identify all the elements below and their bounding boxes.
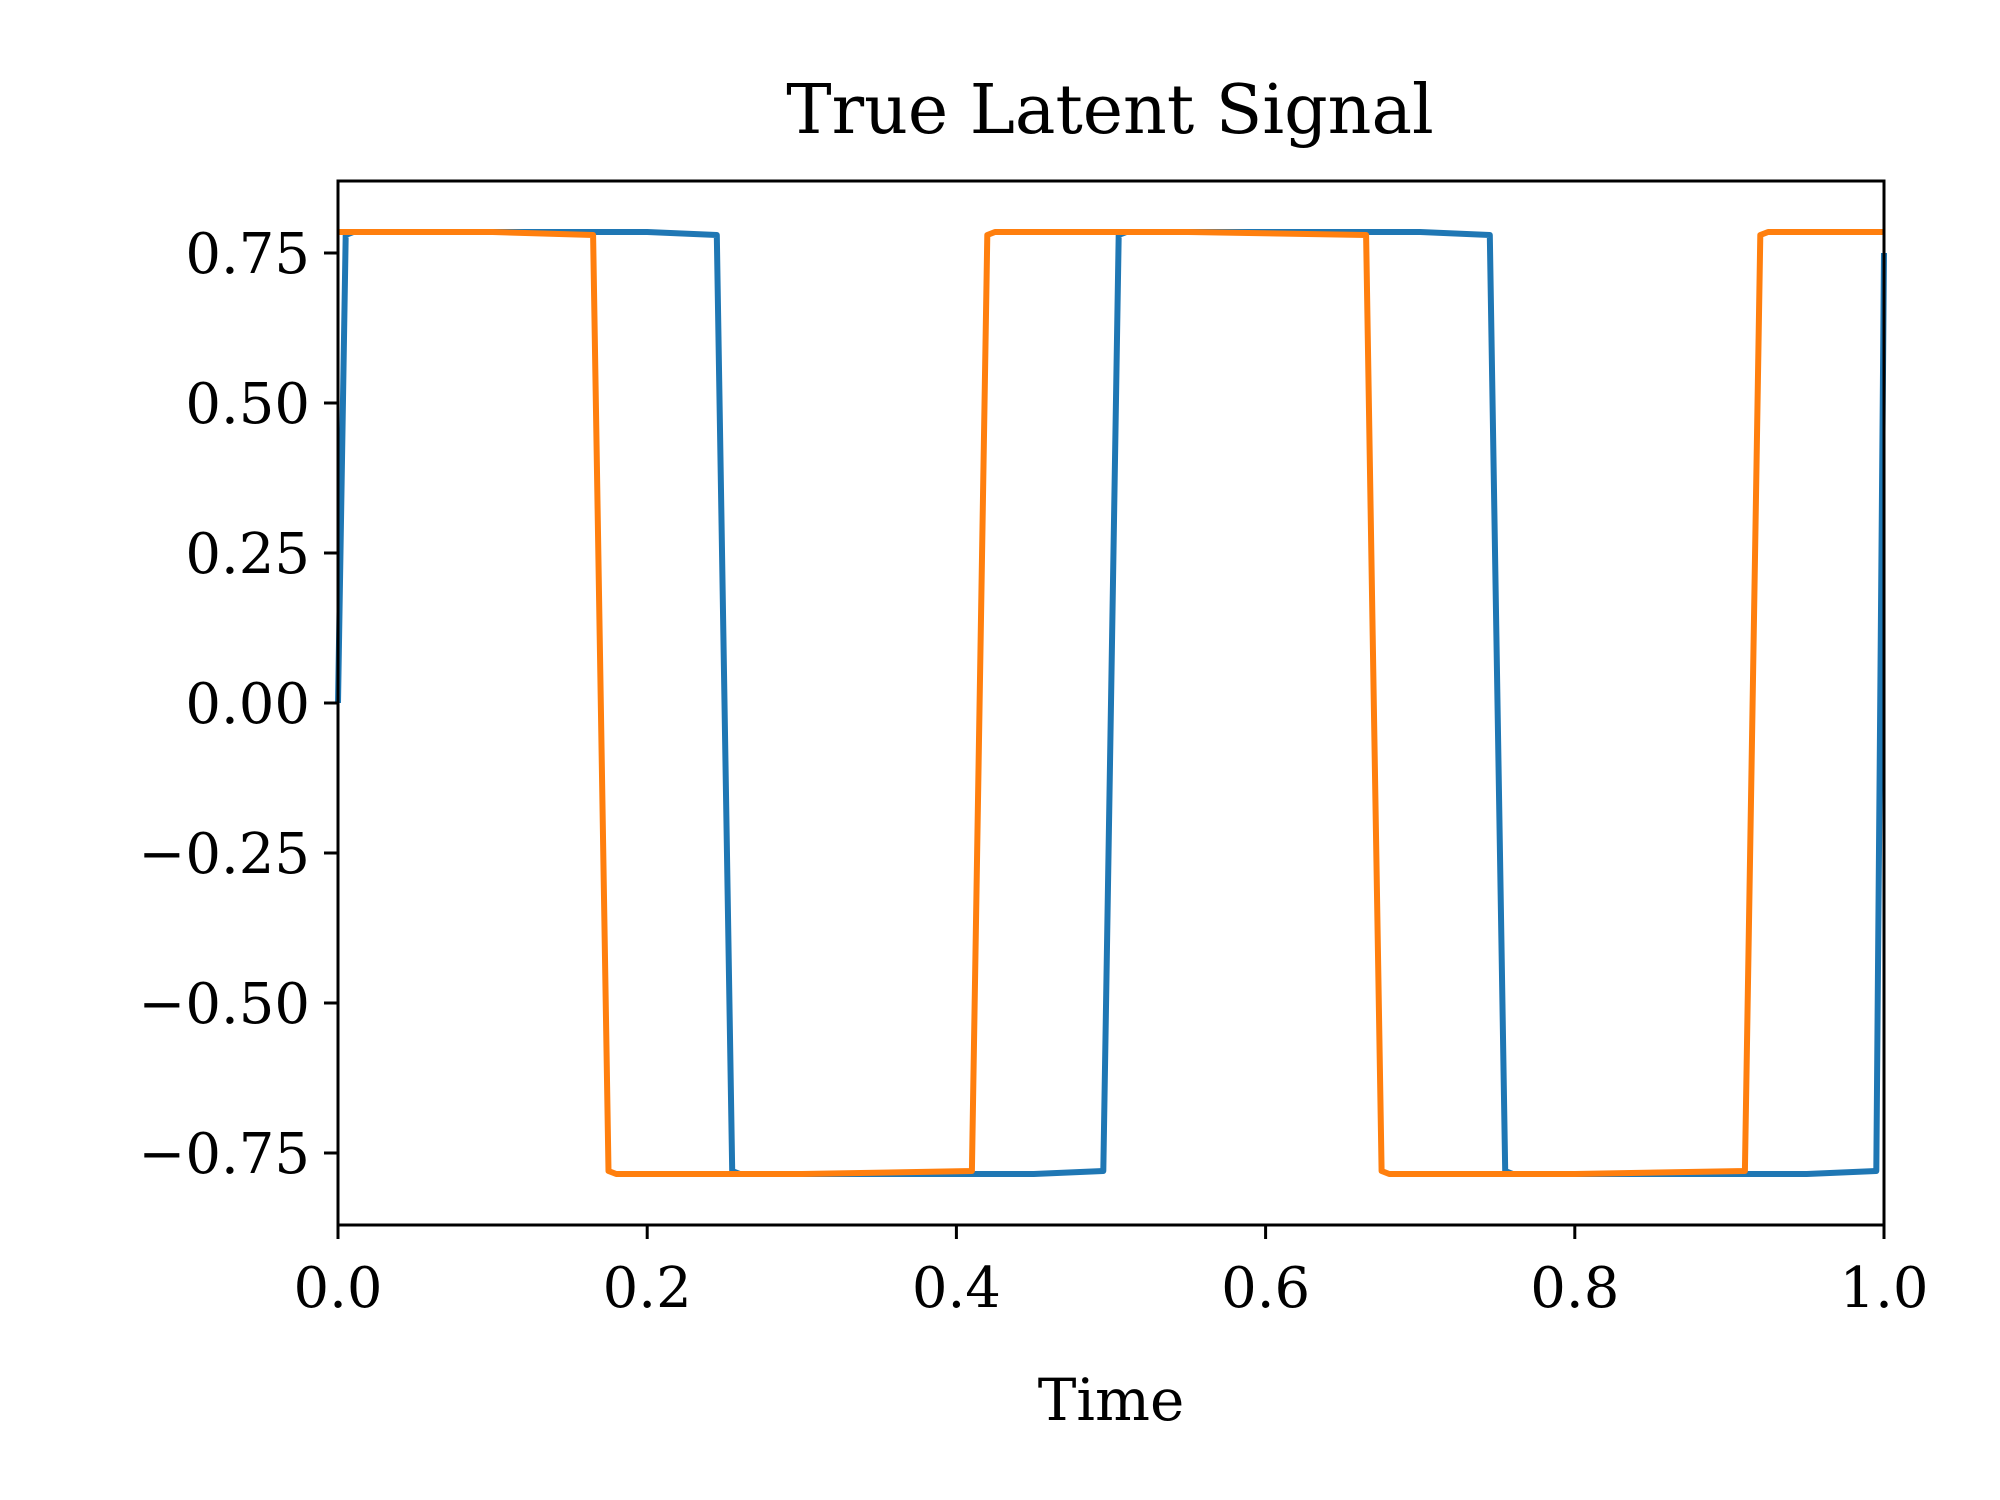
x-tick-label: 1.0 (1839, 1256, 1928, 1321)
x-tick-label: 0.6 (1221, 1256, 1310, 1321)
series-layer (335, 229, 1887, 1177)
x-tick-label: 0.2 (603, 1256, 692, 1321)
x-axis-label: Time (1038, 1366, 1185, 1434)
y-tick-label: −0.50 (138, 972, 310, 1037)
series-line-2 (338, 229, 1884, 1177)
y-tick-label: 0.50 (185, 372, 310, 437)
series-line-1 (335, 229, 1887, 1177)
x-tick-label: 0.8 (1530, 1256, 1619, 1321)
y-tick-label: 0.00 (185, 672, 310, 737)
y-axis: −0.75 −0.50 −0.25 0.00 0.25 0.50 0.75 (138, 222, 338, 1187)
y-tick-label: −0.75 (138, 1122, 310, 1187)
y-tick-label: −0.25 (138, 822, 310, 887)
x-tick-label: 0.4 (912, 1256, 1001, 1321)
y-tick-label: 0.25 (185, 522, 310, 587)
chart-title: True Latent Signal (786, 71, 1433, 150)
y-tick-label: 0.75 (185, 222, 310, 287)
x-tick-label: 0.0 (293, 1256, 382, 1321)
x-axis: 0.0 0.2 0.4 0.6 0.8 1.0 (293, 1225, 1929, 1321)
